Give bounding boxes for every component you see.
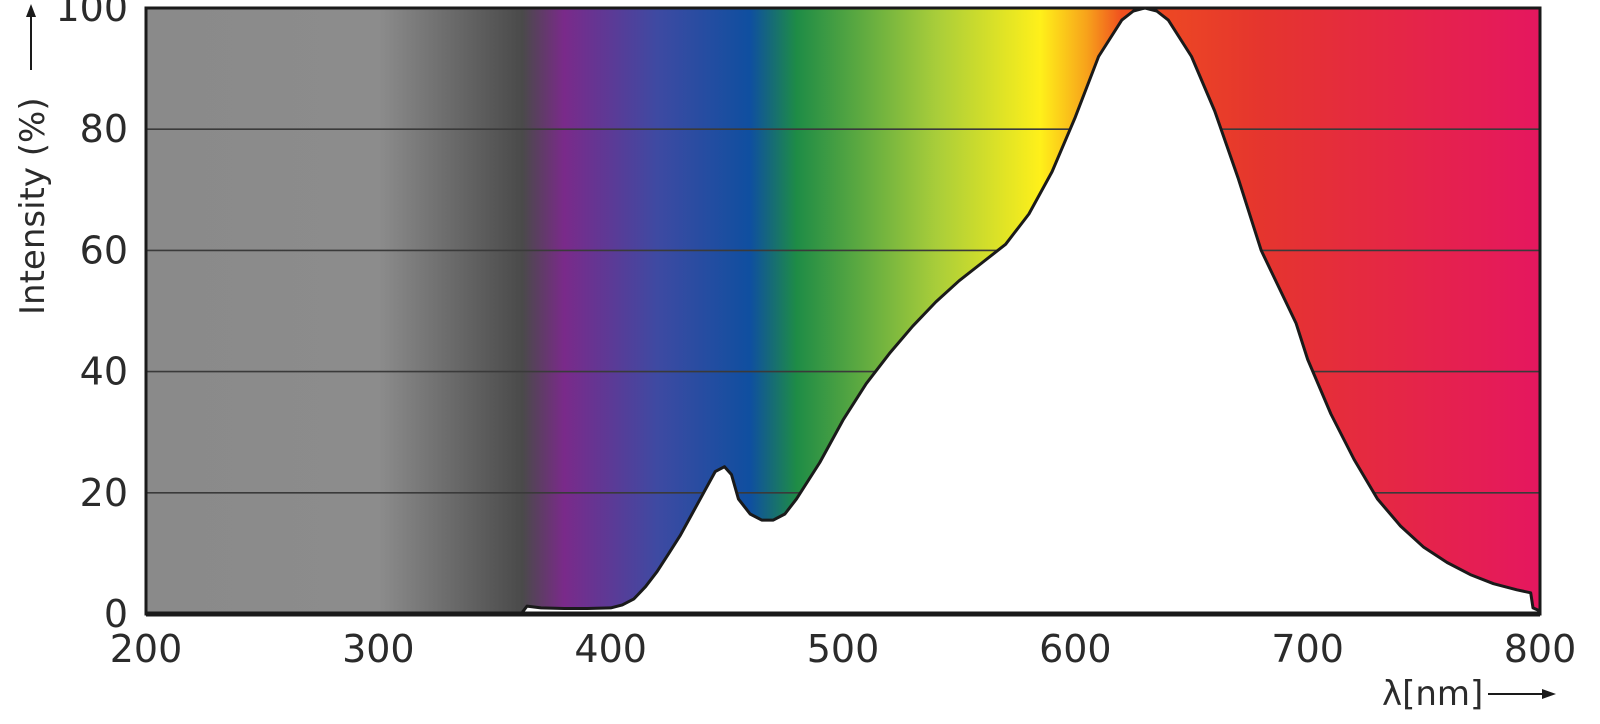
y-tick-label: 40 [80, 350, 128, 394]
y-tick-labels: 0 20 40 60 80 100 [55, 0, 128, 636]
y-axis-label: Intensity (%) [13, 97, 53, 315]
y-tick-label: 20 [80, 471, 128, 515]
x-tick-label: 800 [1504, 627, 1577, 671]
series-area [522, 8, 1540, 614]
x-axis-label: λ[nm] [1382, 674, 1483, 714]
x-tick-labels: 200 300 400 500 600 700 800 [110, 627, 1577, 671]
x-tick-label: 500 [807, 627, 880, 671]
y-tick-label: 0 [104, 592, 128, 636]
x-tick-label: 200 [110, 627, 183, 671]
y-tick-label: 100 [55, 0, 128, 30]
x-tick-label: 300 [342, 627, 415, 671]
series-line [521, 6, 1541, 614]
x-tick-label: 600 [1039, 627, 1112, 671]
y-tick-label: 80 [80, 107, 128, 151]
y-tick-label: 60 [80, 228, 128, 272]
x-tick-label: 700 [1271, 627, 1344, 671]
x-axis-arrow [1488, 689, 1556, 699]
y-axis-arrow [26, 4, 36, 70]
x-tick-label: 400 [574, 627, 647, 671]
y-axis-title: Intensity (%) [13, 97, 53, 315]
